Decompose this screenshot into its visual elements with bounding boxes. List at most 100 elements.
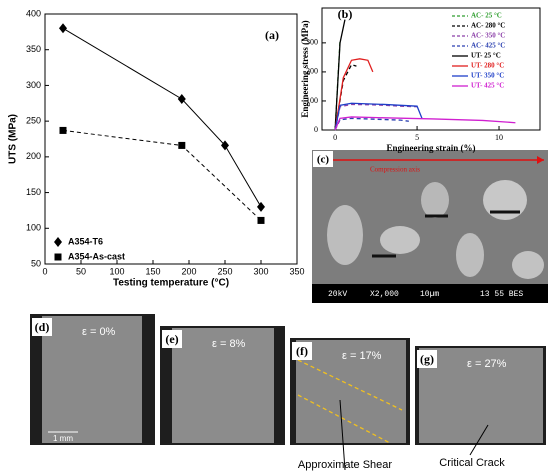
legend-label: AC- 280 °C	[471, 22, 505, 30]
series-line	[62, 129, 262, 221]
legend-label: AC- 425 °C	[471, 42, 505, 50]
y-tick-label: 300	[26, 80, 41, 90]
label-box	[32, 318, 52, 336]
label-box	[417, 350, 437, 368]
xct-image	[419, 348, 543, 443]
micrograph: (c) Compression axis 20kV X2,000 10µm 13…	[312, 150, 548, 303]
legend-label: UT- 425 °C	[471, 82, 504, 90]
x-axis-label: Engineering strain (%)	[387, 143, 476, 153]
y-tick-label: 100	[26, 223, 41, 233]
x-tick-label: 300	[253, 266, 268, 276]
strain-label: ε = 27%	[467, 358, 507, 370]
x-tick-label: 250	[217, 266, 232, 276]
series-line	[334, 116, 516, 131]
x-axis-label: Testing temperature (°C)	[113, 278, 229, 289]
y-tick-label: 300	[306, 38, 318, 47]
y-tick-label: 350	[26, 44, 41, 54]
particle	[512, 251, 544, 279]
y-tick-label: 400	[26, 8, 41, 18]
legend-label: A354-As-cast	[68, 251, 125, 261]
xct-image	[42, 316, 142, 443]
particle	[456, 233, 484, 277]
marker	[59, 23, 67, 34]
series-line	[334, 102, 423, 131]
series-line	[334, 117, 409, 131]
panel-label: (d)	[35, 320, 50, 334]
panel-label: (f)	[296, 344, 308, 358]
panel-label: (c)	[317, 154, 330, 166]
x-tick-label: 0	[42, 266, 47, 276]
x-tick-label: 0	[333, 133, 337, 142]
series-group	[334, 19, 516, 131]
y-axis-label: UTS (MPa)	[8, 114, 19, 164]
x-tick-label: 10	[495, 133, 503, 142]
scale-label: 1 mm	[53, 434, 73, 443]
marker	[257, 216, 265, 224]
strain-label: ε = 8%	[212, 338, 246, 350]
info-bar	[312, 284, 548, 303]
y-tick-label: 100	[306, 96, 318, 105]
x-tick-label: 50	[76, 266, 86, 276]
strain-label: ε = 0%	[82, 326, 116, 338]
strain-label: ε = 17%	[342, 350, 382, 362]
series-line	[334, 63, 357, 131]
particle	[380, 226, 420, 254]
info: 13 55 BES	[480, 290, 523, 299]
x-tick-label: 200	[181, 266, 196, 276]
legend-marker	[54, 237, 62, 247]
annotation: Approximate Shear	[298, 459, 392, 471]
x-tick-label: 350	[289, 266, 304, 276]
series-line	[62, 27, 262, 208]
shear-line	[297, 394, 391, 444]
panel-label: (b)	[338, 7, 353, 21]
y-tick-label: 200	[26, 151, 41, 161]
panel-label: (e)	[165, 332, 178, 346]
plot-frame	[321, 7, 541, 131]
particle	[327, 205, 363, 265]
annotation-arrow	[339, 399, 346, 471]
series-line	[334, 19, 346, 131]
label-box	[292, 342, 312, 360]
marker	[59, 126, 67, 134]
legend-label: UT- 280 °C	[471, 62, 504, 70]
legend-label: AC- 350 °C	[471, 32, 505, 40]
info: 10µm	[420, 290, 439, 299]
series-group	[59, 23, 265, 224]
legend-label: A354-T6	[68, 236, 103, 246]
xct-row	[30, 314, 546, 471]
x-tick-label: 5	[415, 133, 419, 142]
xct-image	[296, 340, 406, 443]
panel-label: (g)	[420, 352, 434, 366]
y-tick-label: 0	[314, 125, 318, 134]
x-tick-label: 100	[109, 266, 124, 276]
y-tick-label: 250	[26, 116, 41, 126]
marker	[257, 201, 265, 212]
label-box	[162, 330, 182, 348]
x-tick-label: 150	[145, 266, 160, 276]
annotation: Critical Crack	[439, 457, 505, 469]
legend-marker	[54, 253, 62, 261]
panel-label: (a)	[265, 28, 279, 42]
label-box	[313, 151, 333, 167]
plot-frame	[44, 13, 298, 265]
particle	[483, 180, 527, 220]
marker	[178, 141, 186, 149]
y-tick-label: 200	[306, 67, 318, 76]
marker	[221, 140, 229, 151]
marker	[177, 94, 186, 104]
info: X2,000	[370, 290, 399, 299]
xct-image	[172, 328, 274, 443]
info: 20kV	[328, 290, 347, 299]
particle	[421, 182, 449, 218]
y-tick-label: 50	[31, 258, 41, 268]
series-line	[334, 58, 374, 131]
legend-label: AC- 25 °C	[471, 12, 502, 20]
y-tick-label: 150	[26, 187, 41, 197]
y-axis-label: Engineering stress (MPa)	[300, 20, 310, 117]
axis-note: Compression axis	[370, 166, 420, 174]
annotation-arrow	[469, 424, 489, 456]
shear-line	[297, 359, 403, 411]
legend-label: UT- 25 °C	[471, 52, 501, 60]
legend-label: UT- 350 °C	[471, 72, 504, 80]
